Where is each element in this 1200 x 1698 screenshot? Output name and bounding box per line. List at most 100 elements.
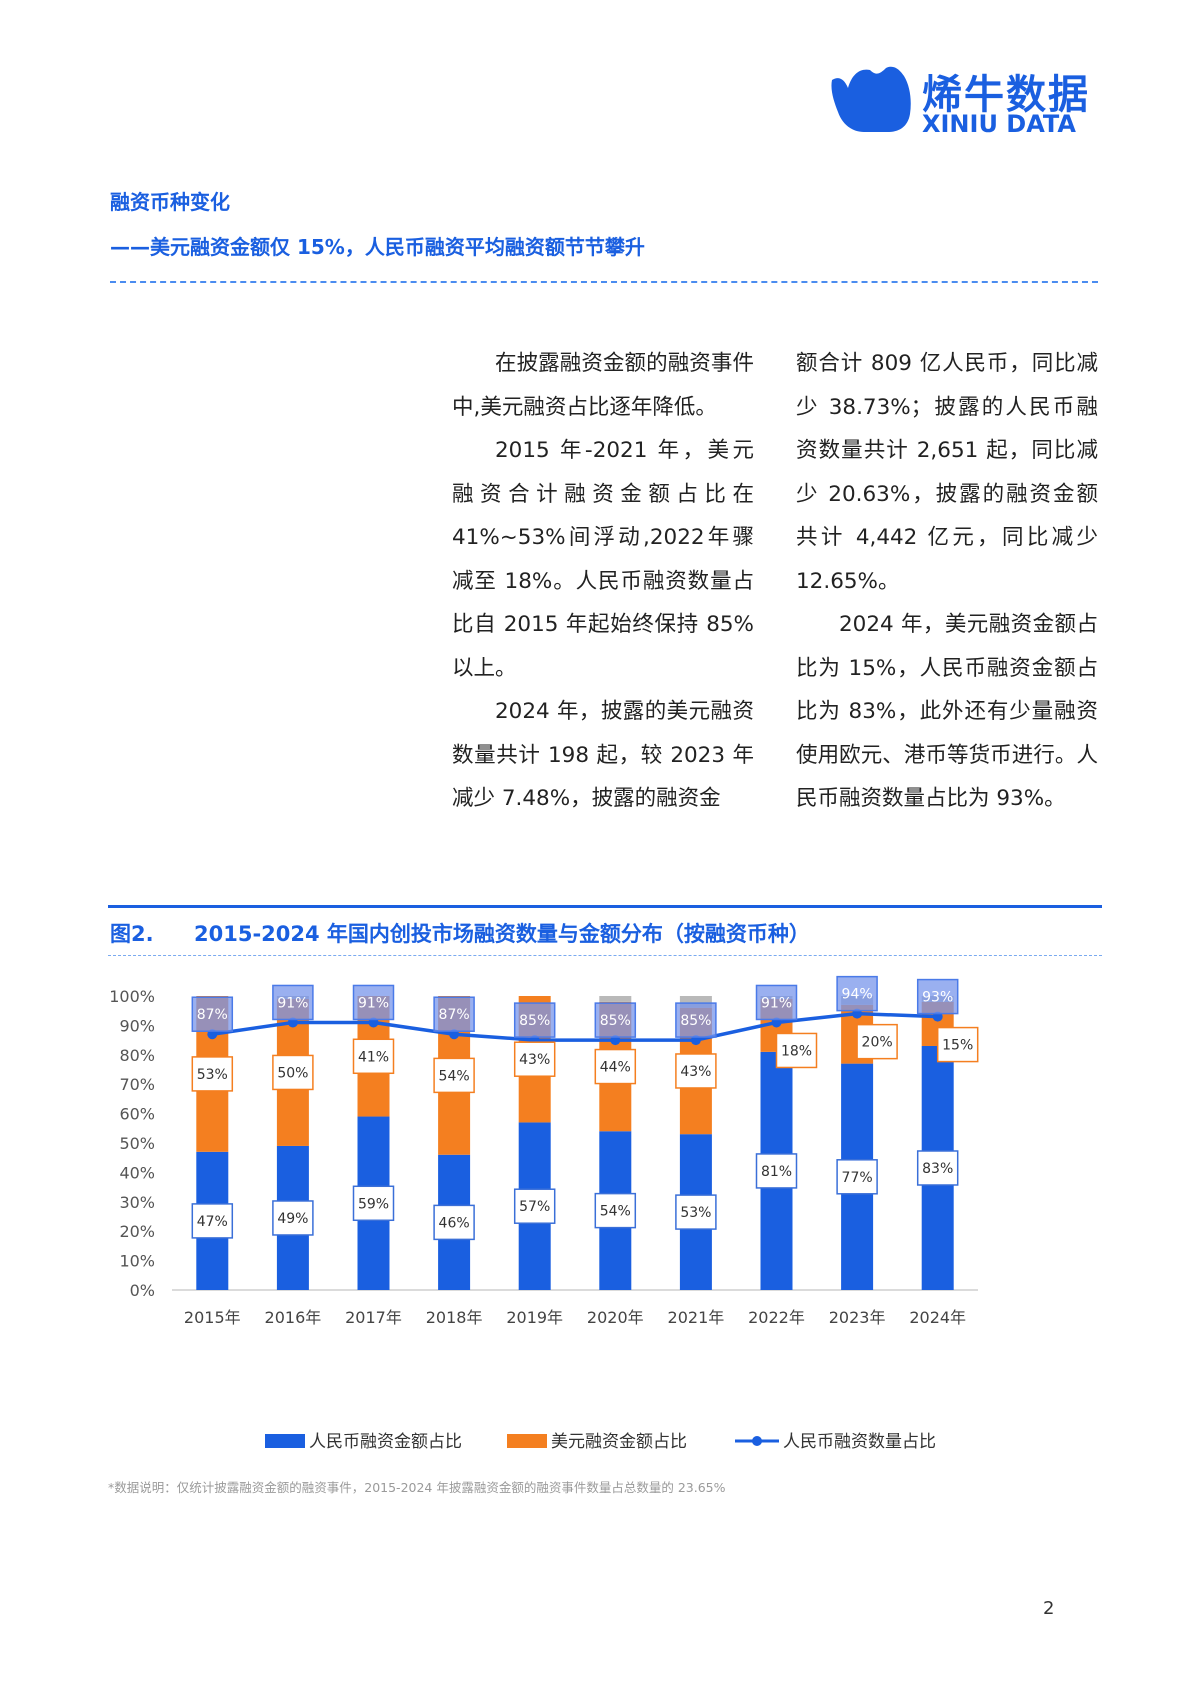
y-tick-label: 10% [119, 1252, 155, 1271]
paragraph: 在披露融资金额的融资事件中,美元融资占比逐年降低。 [452, 351, 754, 420]
data-label-rmb-amount: 59% [358, 1196, 389, 1212]
y-tick-label: 40% [119, 1163, 155, 1182]
xiniu-logo: 烯牛数据 XINIU DATA [830, 62, 1100, 142]
data-label-rmb-count: 91% [358, 995, 389, 1011]
data-label-rmb-count-box [513, 1002, 556, 1038]
y-tick-label: 90% [119, 1016, 155, 1035]
figure-title: 图2. 2015-2024 年国内创投市场融资数量与金额分布（按融资币种） [110, 918, 810, 948]
y-tick-label: 0% [130, 1281, 155, 1300]
legend-label: 美元融资金额占比 [551, 1432, 687, 1452]
data-label-rmb-count: 87% [439, 1007, 470, 1023]
data-label-rmb-amount-box [191, 1203, 234, 1239]
data-label-usd-amount: 44% [600, 1060, 631, 1076]
figure-label: 图2. [110, 922, 154, 946]
data-label-rmb-amount-box [352, 1185, 395, 1222]
data-label-rmb-count-box [836, 975, 878, 1012]
y-tick-label: 70% [119, 1075, 155, 1094]
body-column-left: 在披露融资金额的融资事件中,美元融资占比逐年降低。 2015 年-2021 年，… [452, 342, 754, 821]
bar-other-amount [679, 996, 712, 1008]
data-label-usd-amount: 50% [277, 1065, 308, 1081]
data-label-rmb-amount-box [755, 1153, 798, 1189]
data-label-usd-amount-box [272, 1054, 314, 1091]
data-label-usd-amount-box [856, 1023, 898, 1060]
data-label-usd-amount: 20% [862, 1035, 893, 1051]
data-label-usd-amount-box [513, 1041, 556, 1077]
x-tick-label: 2015年 [184, 1308, 241, 1327]
data-label-rmb-amount: 47% [197, 1214, 228, 1230]
data-label-usd-amount-box [191, 1056, 234, 1092]
stacked-bar-chart: 0% 10% 20% 30% 40% 50% 60% 70% 80% 90% 100% 2015年 20… [109, 975, 979, 1327]
data-label-rmb-amount-box [513, 1188, 556, 1224]
data-label-usd-amount-box [775, 1032, 818, 1069]
y-tick-label: 50% [119, 1134, 155, 1153]
y-tick-label: 30% [119, 1193, 155, 1212]
logo-chinese-text: 烯牛数据 [922, 72, 1090, 118]
data-label-rmb-amount: 53% [680, 1205, 711, 1221]
legend-label: 人民币融资金额占比 [309, 1432, 462, 1452]
data-label-rmb-count-box [272, 984, 314, 1021]
data-label-rmb-count: 87% [197, 1007, 228, 1023]
data-label-rmb-count-box [191, 996, 234, 1032]
figure-top-rule [108, 905, 1102, 908]
x-tick-label: 2019年 [506, 1308, 563, 1327]
y-tick-label: 60% [119, 1105, 155, 1124]
data-label-rmb-count: 91% [277, 995, 308, 1011]
section-subtitle: ——美元融资金额仅 15%，人民币融资平均融资额节节攀升 [110, 235, 645, 259]
data-label-rmb-count-box [594, 1002, 637, 1038]
data-label-rmb-count-box [755, 984, 798, 1021]
figure-title-divider [108, 955, 1102, 956]
legend-item-rmb-amount: 人民币融资金额占比 [265, 1427, 462, 1452]
data-label-rmb-amount: 49% [277, 1211, 308, 1227]
data-label-rmb-amount-box [594, 1192, 637, 1229]
x-tick-label: 2023年 [829, 1308, 886, 1327]
legend-label: 人民币融资数量占比 [783, 1432, 936, 1452]
legend-line-marker-icon [735, 1436, 779, 1446]
data-note: *数据说明：仅统计披露融资金额的融资事件，2015-2024 年披露融资金额的融… [108, 1480, 726, 1495]
x-tick-label: 2018年 [426, 1308, 483, 1327]
data-label-usd-amount: 41% [358, 1049, 389, 1065]
data-label-rmb-count-box [352, 984, 395, 1021]
data-label-usd-amount: 15% [942, 1038, 973, 1054]
line-rmb-count [212, 1011, 938, 1042]
section-title: 融资币种变化 [110, 190, 230, 214]
data-label-rmb-count: 94% [842, 987, 873, 1003]
data-label-rmb-count: 93% [922, 990, 953, 1006]
data-label-rmb-count: 85% [519, 1013, 550, 1029]
data-label-usd-amount-box [352, 1038, 395, 1075]
x-tick-label: 2022年 [748, 1308, 805, 1327]
y-tick-label: 100% [109, 987, 155, 1006]
y-tick-label: 80% [119, 1046, 155, 1065]
data-label-rmb-amount: 77% [842, 1170, 873, 1186]
data-label-usd-amount-box [594, 1048, 637, 1085]
paragraph: 额合计 809 亿人民币，同比减少 38.73%；披露的人民币融资数量共计 2,… [796, 351, 1098, 594]
legend-swatch [507, 1434, 547, 1448]
x-tick-label: 2020年 [587, 1308, 644, 1327]
data-label-rmb-amount-box [675, 1194, 717, 1230]
data-label-rmb-amount-box [836, 1159, 878, 1195]
bar-other-amount [599, 996, 632, 1002]
figure-title-text: 2015-2024 年国内创投市场融资数量与金额分布（按融资币种） [194, 922, 810, 946]
y-tick-label: 20% [119, 1222, 155, 1241]
data-label-rmb-amount: 83% [922, 1161, 953, 1177]
rhino-logo-icon [831, 66, 911, 132]
data-label-rmb-amount: 46% [439, 1215, 470, 1231]
legend-item-rmb-count: 人民币融资数量占比 [735, 1427, 936, 1452]
paragraph: 2024 年，美元融资金额占比为 15%，人民币融资金额占比为 83%，此外还有… [796, 612, 1098, 811]
x-tick-label: 2024年 [909, 1308, 966, 1327]
data-label-rmb-count: 85% [600, 1013, 631, 1029]
data-label-rmb-amount: 57% [519, 1199, 550, 1215]
data-label-rmb-count-box [675, 1002, 717, 1038]
data-label-rmb-count: 91% [761, 995, 792, 1011]
legend-item-usd-amount: 美元融资金额占比 [507, 1427, 687, 1452]
body-column-right: 额合计 809 亿人民币，同比减少 38.73%；披露的人民币融资数量共计 2,… [796, 342, 1098, 821]
x-tick-label: 2016年 [265, 1308, 322, 1327]
paragraph: 2015 年-2021 年，美元融资合计融资金额占比在 41%~53%间浮动,2… [452, 438, 754, 681]
x-tick-label: 2017年 [345, 1308, 402, 1327]
data-label-usd-amount: 18% [781, 1043, 812, 1059]
data-label-rmb-amount-box [916, 1150, 959, 1186]
x-tick-label: 2021年 [668, 1308, 725, 1327]
legend-swatch [265, 1434, 305, 1448]
data-label-rmb-amount: 54% [600, 1204, 631, 1220]
data-label-usd-amount: 53% [197, 1067, 228, 1083]
data-label-usd-amount-box [675, 1053, 717, 1089]
